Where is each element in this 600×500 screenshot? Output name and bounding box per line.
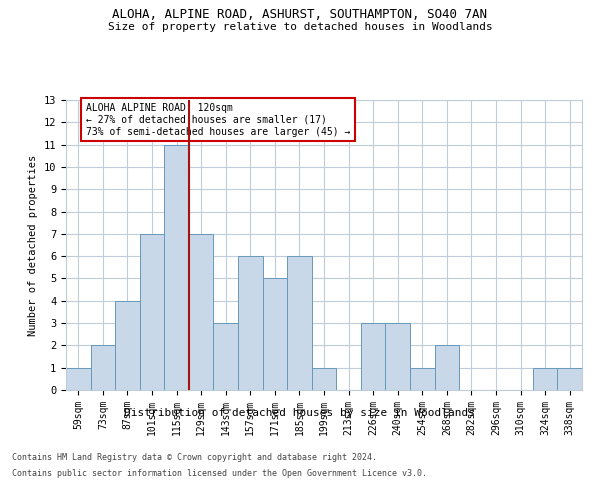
Bar [66, 368, 91, 390]
Text: ALOHA, ALPINE ROAD, ASHURST, SOUTHAMPTON, SO40 7AN: ALOHA, ALPINE ROAD, ASHURST, SOUTHAMPTON… [113, 8, 487, 20]
Text: Contains HM Land Registry data © Crown copyright and database right 2024.: Contains HM Land Registry data © Crown c… [12, 454, 377, 462]
Text: Contains public sector information licensed under the Open Government Licence v3: Contains public sector information licen… [12, 468, 427, 477]
Bar [140, 234, 164, 390]
Bar [263, 278, 287, 390]
Bar [410, 368, 434, 390]
Text: Distribution of detached houses by size in Woodlands: Distribution of detached houses by size … [125, 408, 476, 418]
Text: ALOHA ALPINE ROAD: 120sqm
← 27% of detached houses are smaller (17)
73% of semi-: ALOHA ALPINE ROAD: 120sqm ← 27% of detac… [86, 104, 350, 136]
Bar [115, 301, 140, 390]
Bar [361, 323, 385, 390]
Text: Size of property relative to detached houses in Woodlands: Size of property relative to detached ho… [107, 22, 493, 32]
Bar [533, 368, 557, 390]
Bar [557, 368, 582, 390]
Bar [312, 368, 336, 390]
Bar [214, 323, 238, 390]
Bar [385, 323, 410, 390]
Y-axis label: Number of detached properties: Number of detached properties [28, 154, 38, 336]
Bar [164, 144, 189, 390]
Bar [189, 234, 214, 390]
Bar [91, 346, 115, 390]
Bar [238, 256, 263, 390]
Bar [287, 256, 312, 390]
Bar [434, 346, 459, 390]
